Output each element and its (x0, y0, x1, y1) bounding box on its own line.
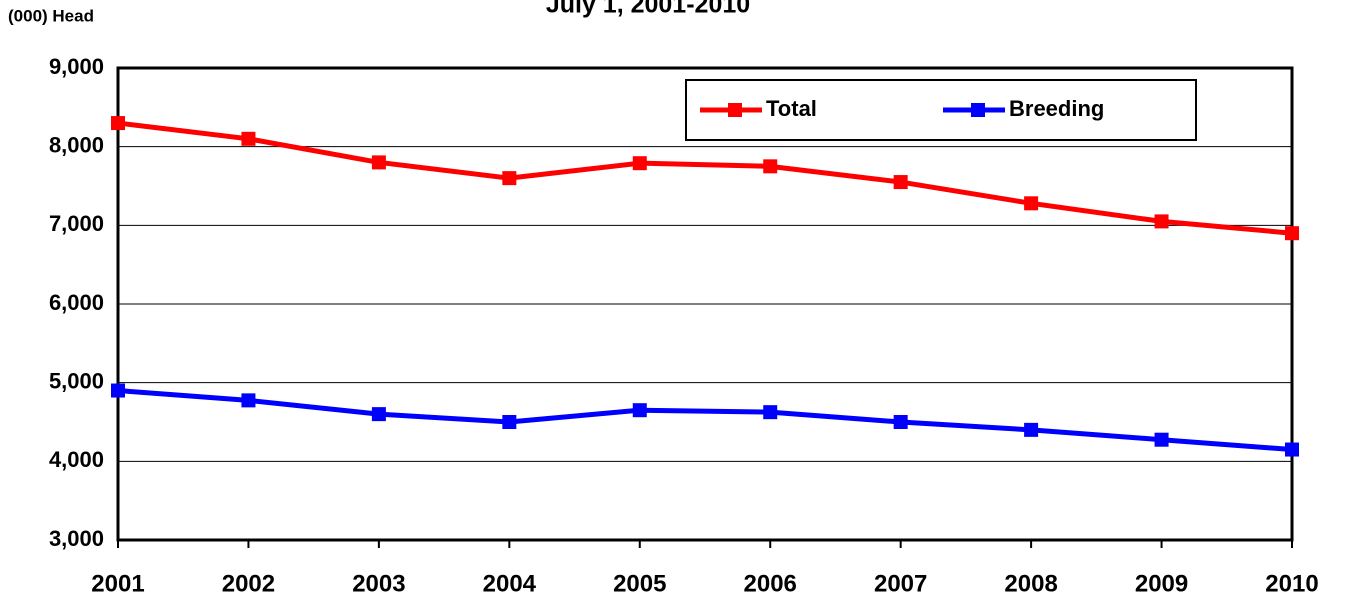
plot-border (116, 66, 1294, 542)
marker (893, 415, 908, 429)
marker (111, 116, 125, 131)
y-tick-label: 4,000 (49, 447, 104, 472)
y-tick-label: 6,000 (49, 290, 104, 315)
marker (763, 405, 778, 420)
x-tick-label: 2008 (1004, 570, 1057, 597)
series-line (117, 388, 1293, 453)
marker (241, 393, 256, 408)
legend-box (685, 79, 1197, 141)
marker (763, 159, 778, 174)
marker (1154, 432, 1169, 447)
x-tick-label: 2004 (483, 570, 537, 597)
marker (502, 415, 517, 429)
x-tick-label: 2010 (1265, 570, 1318, 597)
y-tick-label: 9,000 (49, 54, 104, 79)
marker (241, 131, 256, 146)
chart-title: July 1, 2001-2010 (546, 0, 750, 19)
marker (632, 156, 647, 171)
y-tick-label: 5,000 (49, 368, 104, 393)
y-axis-label: (000) Head (8, 6, 94, 25)
x-tick-label: 2001 (91, 570, 144, 597)
marker (1285, 442, 1299, 457)
marker (502, 171, 517, 186)
marker (371, 407, 386, 422)
marker (371, 155, 386, 170)
marker (1285, 226, 1299, 241)
x-tick-label: 2003 (352, 570, 405, 597)
y-tick-label: 7,000 (49, 211, 104, 236)
legend-label: Total (766, 96, 817, 121)
y-tick-label: 3,000 (49, 526, 104, 551)
marker (632, 403, 647, 418)
x-tick-label: 2009 (1135, 570, 1188, 597)
marker (1154, 214, 1169, 229)
series-line (117, 120, 1293, 236)
legend-label: Breeding (1009, 96, 1104, 121)
legend-marker (728, 103, 742, 117)
legend-marker (971, 103, 985, 117)
x-tick-label: 2006 (744, 570, 797, 597)
marker (111, 383, 125, 398)
y-tick-label: 8,000 (49, 132, 104, 157)
x-tick-label: 2002 (222, 570, 275, 597)
marker (1024, 196, 1039, 211)
marker (893, 175, 908, 190)
marker (1024, 422, 1039, 437)
x-tick-label: 2005 (613, 570, 666, 597)
x-tick-label: 2007 (874, 570, 927, 597)
